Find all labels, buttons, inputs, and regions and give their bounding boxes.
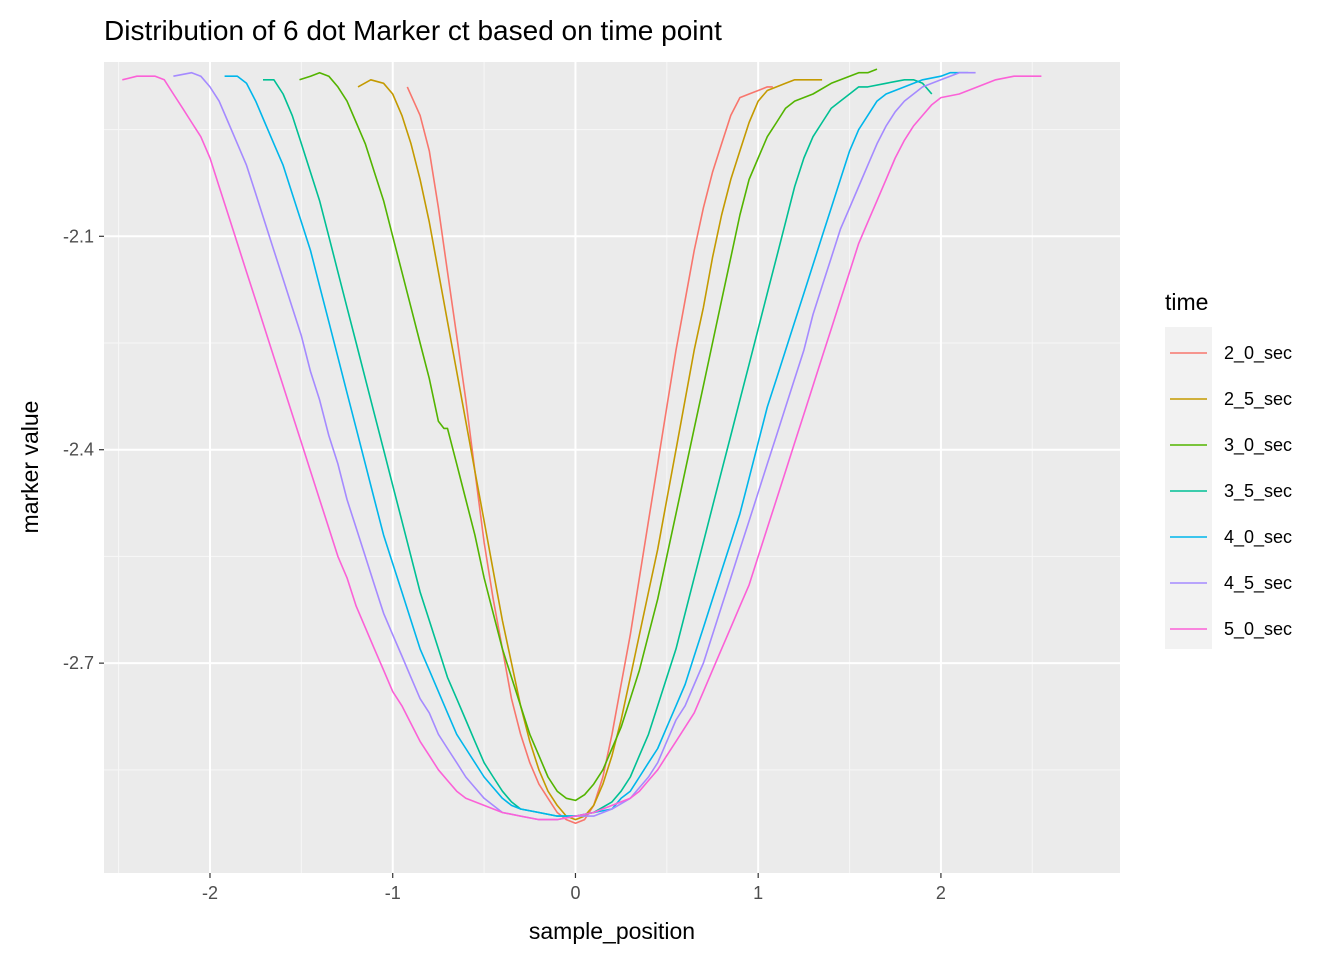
x-axis-title: sample_position xyxy=(529,918,695,944)
y-tick-label: -2.1 xyxy=(63,226,94,246)
legend-label-2_0_sec: 2_0_sec xyxy=(1224,343,1292,364)
y-tick-label: -2.4 xyxy=(63,440,94,460)
y-axis-title: marker value xyxy=(17,401,43,534)
x-tick-label: -1 xyxy=(385,883,401,903)
series-line-4_5_sec xyxy=(173,71,976,821)
legend-key-background xyxy=(1165,327,1212,649)
series-line-3_0_sec xyxy=(299,68,878,802)
x-tick-label: 0 xyxy=(570,883,580,903)
legend: time 2_0_sec 2_5_sec 3_0_sec 3_5_sec 4_0_sec… xyxy=(1165,289,1292,649)
legend-label-2_5_sec: 2_5_sec xyxy=(1224,389,1292,410)
legend-label-4_0_sec: 4_0_sec xyxy=(1224,527,1292,548)
series-line-3_5_sec xyxy=(263,79,933,817)
x-tick-label: 2 xyxy=(936,883,946,903)
plot-panel xyxy=(104,62,1120,873)
chart-title: Distribution of 6 dot Marker ct based on… xyxy=(104,15,722,46)
legend-label-3_0_sec: 3_0_sec xyxy=(1224,435,1292,456)
y-tick-label: -2.7 xyxy=(63,653,94,673)
legend-label-5_0_sec: 5_0_sec xyxy=(1224,619,1292,640)
x-axis-ticks: -2 -1 0 1 2 xyxy=(202,873,946,903)
grid-lines xyxy=(104,62,1120,873)
series-line-5_0_sec xyxy=(122,75,1042,821)
legend-label-3_5_sec: 3_5_sec xyxy=(1224,481,1292,502)
series-line-4_0_sec xyxy=(224,71,969,817)
y-axis-ticks: -2.1 -2.4 -2.7 xyxy=(63,226,104,673)
x-tick-label: -2 xyxy=(202,883,218,903)
series-line-2_5_sec xyxy=(357,79,823,821)
legend-label-4_5_sec: 4_5_sec xyxy=(1224,573,1292,594)
series-lines xyxy=(122,68,1042,824)
x-tick-label: 1 xyxy=(753,883,763,903)
legend-title: time xyxy=(1165,289,1208,315)
